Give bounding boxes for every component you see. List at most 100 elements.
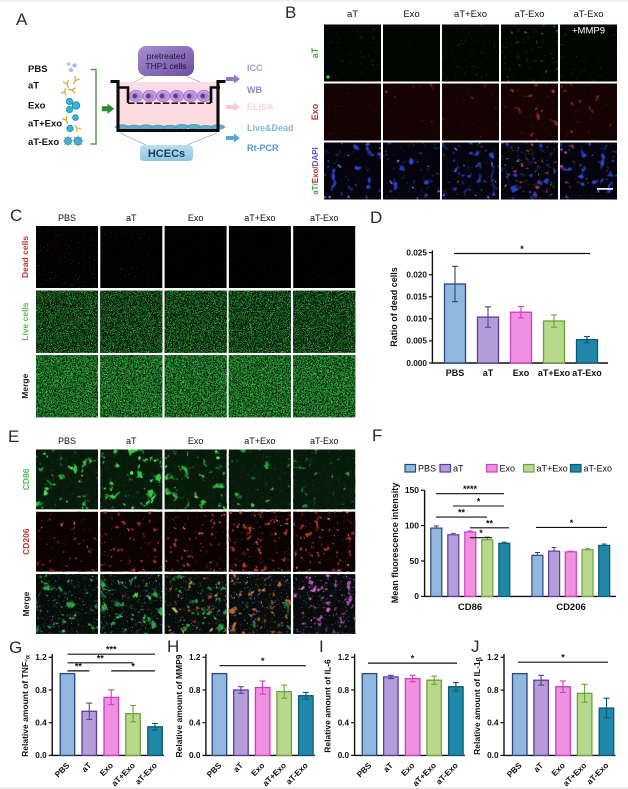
svg-text:A: A [16, 10, 28, 29]
svg-text:0.0: 0.0 [487, 751, 499, 760]
svg-text:*: * [479, 528, 483, 538]
svg-text:*: * [411, 654, 415, 664]
svg-text:Dead cells: Dead cells [20, 236, 30, 278]
svg-text:Live cells: Live cells [20, 302, 30, 341]
svg-text:I: I [319, 637, 324, 656]
svg-text:HCECs: HCECs [148, 148, 185, 160]
svg-text:Ratio of dead cells: Ratio of dead cells [389, 267, 399, 347]
svg-text:aT: aT [310, 47, 320, 58]
svg-text:**: ** [75, 661, 83, 671]
svg-text:WB: WB [247, 85, 262, 95]
svg-text:Rt-PCR: Rt-PCR [247, 143, 279, 153]
svg-text:1.2: 1.2 [189, 653, 201, 662]
svg-text:B: B [285, 3, 296, 22]
svg-text:Live&Dead: Live&Dead [247, 123, 294, 133]
svg-text:aT+Exo: aT+Exo [538, 368, 571, 378]
svg-text:+MMP9: +MMP9 [572, 26, 605, 37]
svg-text:0.005: 0.005 [406, 337, 427, 346]
svg-text:Exo: Exo [188, 436, 204, 446]
svg-text:0.000: 0.000 [406, 359, 427, 368]
svg-text:**: ** [97, 653, 105, 663]
svg-text:0.4: 0.4 [487, 719, 499, 728]
svg-text:CD206: CD206 [21, 528, 31, 555]
svg-text:*: * [261, 656, 265, 666]
svg-text:Exo: Exo [310, 103, 320, 120]
svg-text:Exo: Exo [513, 368, 530, 378]
svg-text:0.8: 0.8 [338, 686, 350, 695]
svg-text:aT-Exo: aT-Exo [28, 137, 59, 148]
svg-text:Merge: Merge [20, 373, 30, 398]
svg-text:Merge: Merge [21, 591, 31, 616]
svg-text:aT-Exo: aT-Exo [573, 9, 603, 20]
svg-text:aT: aT [347, 9, 358, 20]
svg-text:Exo: Exo [28, 101, 46, 112]
svg-text:*: * [520, 244, 524, 254]
svg-text:**: ** [486, 518, 494, 528]
svg-text:H: H [167, 637, 179, 656]
svg-text:1.2: 1.2 [35, 653, 47, 662]
svg-text:0: 0 [414, 591, 419, 601]
svg-text:0.020: 0.020 [406, 271, 427, 280]
svg-text:50: 50 [410, 556, 420, 566]
svg-text:0.015: 0.015 [406, 293, 427, 302]
svg-text:1.2: 1.2 [487, 653, 499, 662]
svg-text:aT: aT [28, 81, 39, 92]
svg-text:J: J [471, 637, 480, 656]
svg-text:ICC: ICC [247, 63, 263, 73]
svg-text:Relative amount of TNF-α: Relative amount of TNF-α [20, 655, 32, 757]
svg-text:CD206: CD206 [556, 602, 586, 613]
svg-text:PBS: PBS [446, 368, 465, 378]
svg-text:F: F [372, 426, 382, 445]
svg-text:aT: aT [126, 213, 137, 223]
svg-text:PBS: PBS [58, 436, 76, 446]
svg-text:Exo: Exo [403, 9, 419, 20]
svg-text:Mean fluorescence intensity: Mean fluorescence intensity [390, 483, 400, 604]
svg-text:0.8: 0.8 [487, 686, 499, 695]
svg-text:0.4: 0.4 [35, 719, 47, 728]
svg-text:****: **** [463, 484, 478, 494]
svg-text:0.4: 0.4 [338, 719, 350, 728]
svg-text:*: * [477, 497, 481, 507]
svg-text:aT: aT [483, 368, 494, 378]
svg-text:aT: aT [126, 436, 137, 446]
svg-text:Relative amount of IL-1β: Relative amount of IL-1β [472, 656, 484, 755]
svg-text:Exo: Exo [500, 464, 516, 474]
svg-text:***: *** [106, 645, 117, 655]
svg-text:Relative amount of MMP9: Relative amount of MMP9 [174, 654, 184, 757]
svg-text:**: ** [458, 508, 466, 518]
svg-text:1.2: 1.2 [338, 653, 350, 662]
svg-text:PBS: PBS [58, 213, 76, 223]
svg-text:0.0: 0.0 [338, 751, 350, 760]
svg-text:aT+Exo: aT+Exo [537, 464, 568, 474]
svg-text:aT+Exo: aT+Exo [244, 213, 275, 223]
svg-text:aT: aT [453, 464, 464, 474]
svg-text:150: 150 [405, 485, 419, 495]
svg-text:THP1 cells: THP1 cells [145, 61, 186, 71]
svg-text:0.0: 0.0 [189, 751, 201, 760]
svg-text:aT+Exo: aT+Exo [28, 119, 62, 130]
svg-text:aT/Exo/DAPI: aT/Exo/DAPI [311, 147, 320, 195]
svg-text:PBS: PBS [28, 64, 48, 75]
svg-text:Exo: Exo [188, 213, 204, 223]
svg-text:0.025: 0.025 [406, 248, 427, 257]
svg-text:aT-Exo: aT-Exo [514, 9, 544, 20]
svg-text:0.8: 0.8 [35, 686, 47, 695]
svg-text:aT-Exo: aT-Exo [584, 464, 613, 474]
svg-text:aT-Exo: aT-Exo [310, 436, 339, 446]
svg-text:*: * [570, 518, 574, 528]
svg-text:*: * [131, 661, 135, 671]
svg-text:D: D [370, 208, 382, 227]
svg-text:pretreated: pretreated [147, 51, 186, 61]
svg-text:Relative amount of IL-6: Relative amount of IL-6 [323, 659, 333, 753]
svg-text:aT-Exo: aT-Exo [310, 213, 339, 223]
svg-text:100: 100 [405, 520, 419, 530]
svg-text:G: G [9, 638, 22, 657]
svg-text:0.4: 0.4 [189, 719, 201, 728]
svg-text:aT-Exo: aT-Exo [572, 368, 602, 378]
svg-text:C: C [10, 206, 22, 225]
svg-text:0.010: 0.010 [406, 315, 427, 324]
svg-text:PBS: PBS [418, 464, 436, 474]
svg-text:ELISA: ELISA [247, 102, 274, 112]
svg-text:aT+Exo: aT+Exo [454, 9, 487, 20]
svg-text:0.8: 0.8 [189, 686, 201, 695]
